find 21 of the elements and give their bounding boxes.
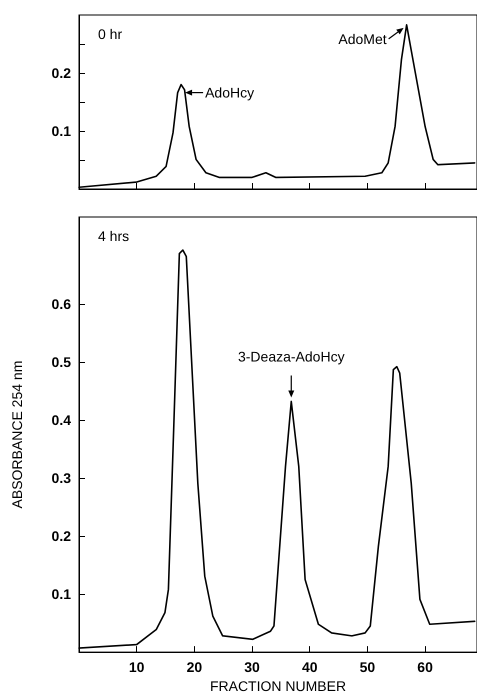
annotation: 3-Deaza-AdoHcy [238, 348, 345, 364]
x-tick-label: 60 [417, 659, 434, 676]
annotation: 4 hrs [98, 228, 130, 244]
y-tick-label: 0.2 [52, 528, 72, 544]
x-axis-title: FRACTION NUMBER [210, 678, 346, 694]
y-axis-title: ABSORBANCE 254 nm [9, 360, 25, 508]
annotation: 0 hr [98, 26, 122, 42]
y-tick-label: 0.3 [52, 470, 72, 486]
x-tick-label: 30 [244, 659, 260, 676]
annotation: AdoMet [338, 30, 387, 47]
x-tick-label: 10 [128, 659, 145, 676]
x-tick-label: 20 [186, 659, 202, 676]
y-tick-label: 0.6 [52, 296, 72, 312]
x-tick-label: 40 [302, 659, 318, 676]
y-tick-label: 0.4 [52, 412, 72, 428]
annotation: AdoHcy [205, 84, 254, 101]
x-tick-label: 50 [360, 659, 376, 676]
y-tick-label: 0.1 [52, 123, 72, 139]
y-tick-label: 0.1 [52, 586, 72, 602]
y-tick-label: 0.5 [52, 354, 72, 370]
y-tick-label: 0.2 [52, 65, 72, 81]
